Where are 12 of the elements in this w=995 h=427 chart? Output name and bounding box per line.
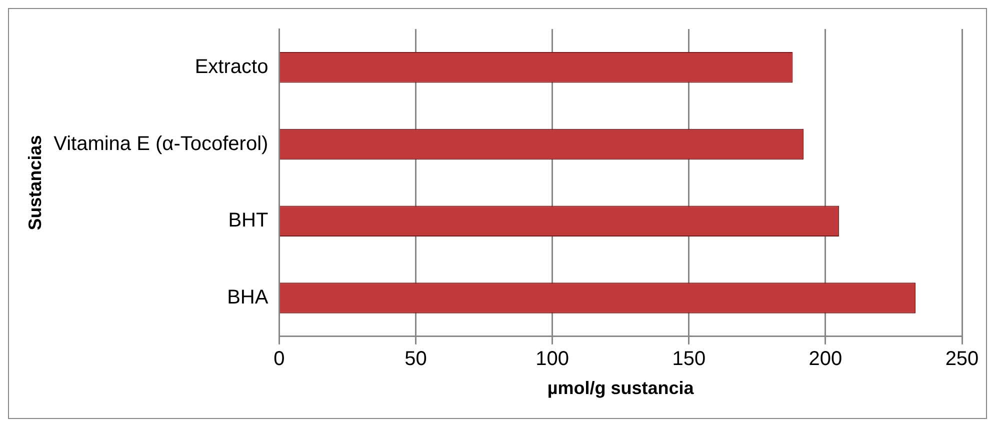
y-axis-title: Sustancias — [24, 135, 45, 230]
y-tick-label: BHA — [227, 286, 269, 308]
x-axis-title: µmol/g sustancia — [547, 378, 695, 398]
x-tick-label: 200 — [808, 348, 842, 370]
x-tick-label: 150 — [672, 348, 706, 370]
y-tick-label: BHT — [228, 210, 268, 232]
x-tick-label: 100 — [536, 348, 570, 370]
x-tick-label: 0 — [274, 348, 285, 370]
x-tick-label: 50 — [404, 348, 427, 370]
x-tick-label: 250 — [945, 348, 979, 370]
y-tick-label: Vitamina E (α-Tocoferol) — [54, 132, 268, 155]
y-tick-label: Extracto — [194, 56, 268, 78]
